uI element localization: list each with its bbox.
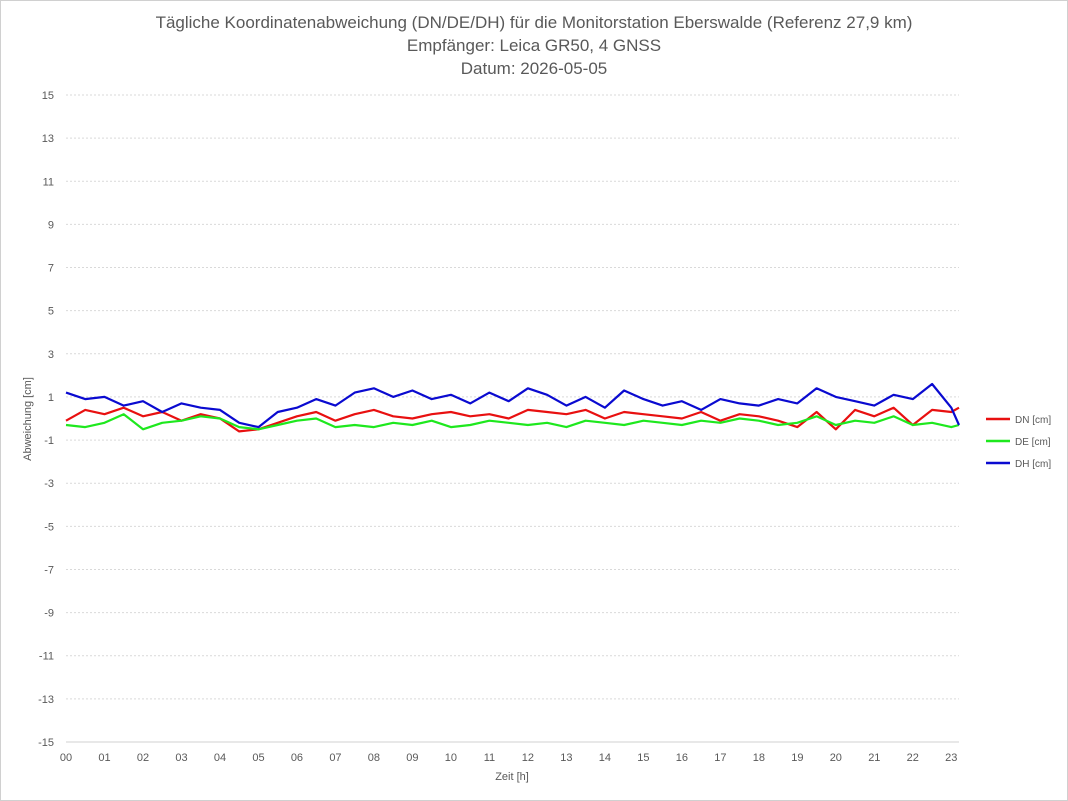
chart-subtitle: Empfänger: Leica GR50, 4 GNSS	[406, 36, 662, 55]
x-tick-label: 13	[560, 752, 572, 764]
x-tick-label: 16	[676, 752, 688, 764]
y-tick-label: 15	[42, 90, 54, 102]
legend-label: DE [cm]	[1015, 437, 1051, 448]
x-tick-label: 18	[753, 752, 765, 764]
y-tick-label: -3	[44, 478, 54, 490]
x-tick-label: 09	[406, 752, 418, 764]
y-tick-label: 7	[48, 263, 54, 275]
y-tick-label: -9	[44, 608, 54, 620]
x-axis-label: Zeit [h]	[495, 771, 529, 783]
x-tick-label: 12	[522, 752, 534, 764]
chart-title: Tägliche Koordinatenabweichung (DN/DE/DH…	[155, 13, 913, 32]
legend-label: DN [cm]	[1015, 415, 1051, 426]
x-tick-label: 00	[60, 752, 72, 764]
series-lines	[65, 382, 961, 433]
x-tick-label: 17	[714, 752, 726, 764]
x-tick-label: 23	[945, 752, 957, 764]
series-line-2	[65, 413, 960, 431]
x-tick-label: 08	[368, 752, 380, 764]
x-tick-label: 22	[907, 752, 919, 764]
y-tick-label: 1	[48, 392, 54, 404]
x-tick-label: 02	[137, 752, 149, 764]
y-tick-label: 3	[48, 349, 54, 361]
y-tick-label: -15	[38, 737, 54, 749]
y-tick-label: 13	[42, 133, 54, 145]
x-tick-label: 15	[637, 752, 649, 764]
x-tick-label: 05	[252, 752, 264, 764]
y-tick-label: -13	[38, 694, 54, 706]
x-tick-label: 11	[484, 752, 495, 764]
x-tick-label: 20	[830, 752, 842, 764]
x-tick-label: 21	[868, 752, 880, 764]
gridlines	[66, 94, 959, 743]
x-tick-label: 01	[98, 752, 110, 764]
x-tick-labels: 00 01 02 03 04 05 06 07 08 09 10 11 12 13 14 15 16 17 18 19…	[60, 752, 958, 764]
legend: DN [cm] DE [cm] DH [cm]	[986, 415, 1051, 470]
y-tick-label: -1	[44, 435, 54, 447]
y-tick-label: 11	[43, 176, 54, 188]
x-tick-label: 07	[329, 752, 341, 764]
y-tick-label: -7	[44, 564, 54, 576]
series-line-3	[65, 382, 961, 429]
y-tick-label: -5	[44, 521, 54, 533]
y-tick-labels: 15 13 11 9 7 5 3 1 -1 -3 -5 -7 -9 -11 -13 -15	[38, 90, 54, 749]
y-tick-label: 5	[48, 306, 54, 318]
y-tick-label: 9	[48, 219, 54, 231]
x-tick-label: 19	[791, 752, 803, 764]
x-tick-label: 04	[214, 752, 226, 764]
legend-label: DH [cm]	[1015, 459, 1051, 470]
chart-date: Datum: 2026-05-05	[460, 59, 608, 78]
y-tick-label: -11	[39, 651, 54, 663]
x-tick-label: 10	[445, 752, 457, 764]
x-tick-label: 14	[599, 752, 611, 764]
y-axis-label: Abweichung [cm]	[22, 377, 34, 461]
x-tick-label: 06	[291, 752, 303, 764]
x-tick-label: 03	[175, 752, 187, 764]
